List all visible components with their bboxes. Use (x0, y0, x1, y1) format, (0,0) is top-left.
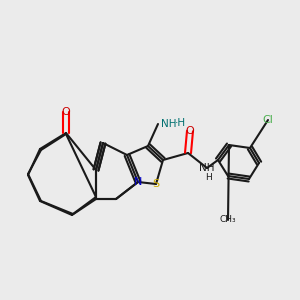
Text: NH: NH (161, 119, 176, 129)
Text: Cl: Cl (262, 115, 273, 125)
Text: NH: NH (199, 163, 215, 173)
Text: O: O (61, 107, 70, 117)
Text: H: H (206, 172, 212, 182)
Text: S: S (152, 179, 160, 189)
Text: N: N (134, 177, 142, 187)
Text: O: O (186, 126, 194, 136)
Text: ·H: ·H (175, 118, 186, 128)
Text: CH₃: CH₃ (220, 215, 236, 224)
